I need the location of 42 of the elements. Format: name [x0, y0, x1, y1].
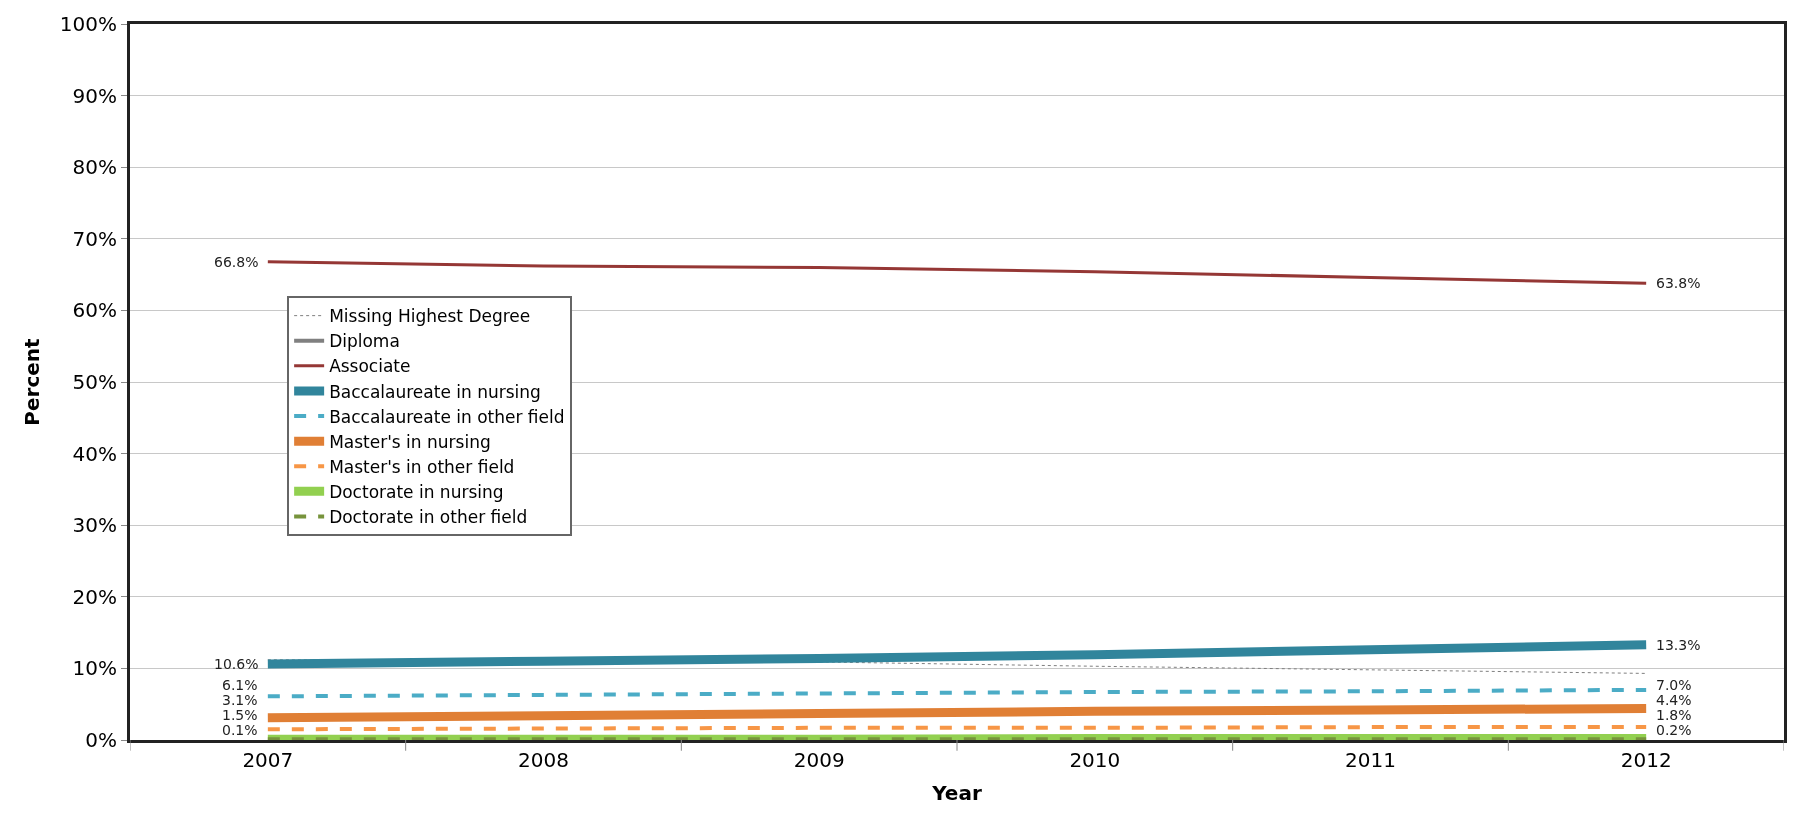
x-tick-label: 2007: [242, 748, 294, 772]
y-axis-title: Percent: [20, 337, 45, 426]
x-tick-label: 2008: [518, 748, 569, 772]
data-label: 10.6%: [214, 656, 259, 672]
y-tick-label: 70%: [72, 226, 117, 251]
data-label: 1.5%: [222, 707, 258, 723]
y-tick-label: 50%: [72, 370, 117, 394]
legend-label: Associate: [329, 356, 411, 377]
data-label: 0.1%: [222, 722, 258, 738]
data-label: 7.0%: [1656, 677, 1692, 693]
data-label: 0.2%: [1656, 722, 1692, 738]
legend-label: Baccalaureate in nursing: [329, 381, 541, 402]
y-tick-label: 60%: [72, 298, 117, 323]
data-label: 4.4%: [1656, 692, 1692, 708]
y-tick-label: 0%: [85, 728, 117, 752]
x-tick-label: 2010: [1069, 748, 1121, 772]
line-series: [265, 687, 1649, 699]
data-label: 3.1%: [222, 692, 258, 708]
y-tick-label: 10%: [72, 656, 117, 681]
y-tick-label: 80%: [72, 155, 117, 180]
legend-label: Baccalaureate in other field: [329, 406, 565, 427]
y-tick-label: 30%: [72, 513, 117, 538]
y-tick-label: 100%: [59, 12, 117, 36]
legend-label: Doctorate in other field: [329, 507, 528, 528]
x-tick-label: 2011: [1345, 748, 1396, 772]
y-tick-label: 20%: [72, 584, 117, 609]
data-label: 66.8%: [214, 254, 259, 270]
y-tick-label: 90%: [72, 83, 117, 108]
legend-label: Master's in nursing: [329, 431, 491, 452]
line-series: [266, 260, 1648, 285]
legend-label: Master's in other field: [329, 456, 515, 477]
legend-label: Missing Highest Degree: [329, 306, 531, 327]
x-tick-label: 2009: [793, 748, 845, 772]
data-label: 63.8%: [1656, 275, 1701, 291]
data-label: 13.3%: [1656, 637, 1701, 653]
legend-label: Doctorate in nursing: [329, 481, 504, 502]
x-tick-label: 2012: [1620, 748, 1672, 772]
legend-label: Diploma: [329, 331, 400, 352]
data-label: 1.8%: [1656, 707, 1692, 723]
y-tick-label: 40%: [72, 441, 117, 466]
x-axis-title: Year: [931, 780, 982, 805]
data-label: 6.1%: [222, 677, 258, 693]
